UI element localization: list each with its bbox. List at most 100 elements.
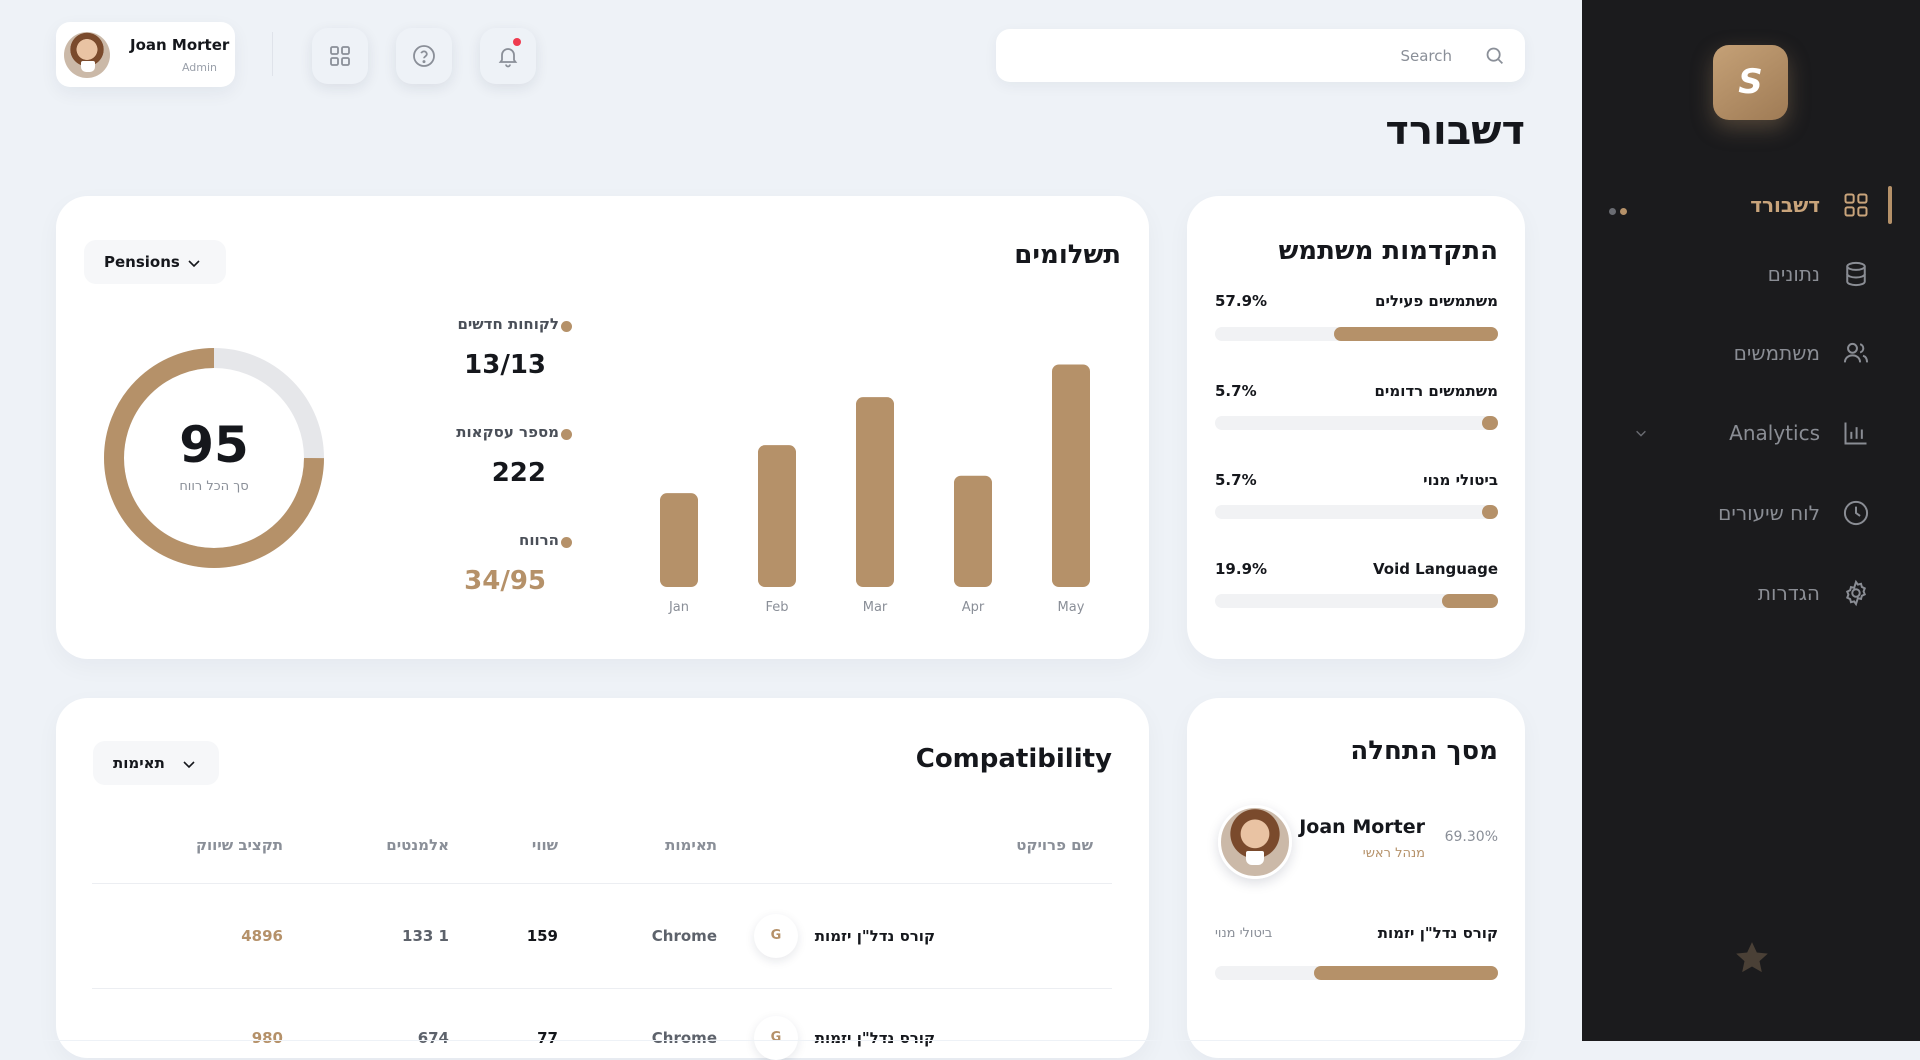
- cell-compat: Chrome: [651, 927, 717, 945]
- user-progress-card: התקדמות משתמש משתמשים פעילים 57.9% משתמש…: [1187, 196, 1525, 659]
- chart-bar-may[interactable]: [1052, 364, 1090, 587]
- progress-fill: [1481, 505, 1498, 519]
- chart-bar-mar[interactable]: [856, 397, 894, 587]
- progress-value: 5.7%: [1215, 382, 1257, 400]
- column-header[interactable]: תאימות: [665, 836, 717, 854]
- help-button[interactable]: [396, 28, 452, 84]
- stat-label: מספר עסקאות: [456, 423, 559, 441]
- progress-track: [1215, 505, 1498, 519]
- payments-card: תשלומים Pensions 95 סך הכל רווח לקוחות ח…: [56, 196, 1149, 659]
- course-label: קורס נדל"ן יזמות: [1377, 924, 1498, 942]
- user-name: Joan Morter: [1299, 816, 1425, 838]
- progress-value: 19.9%: [1215, 560, 1268, 578]
- notifications-button[interactable]: [480, 28, 536, 84]
- sidebar-item-data[interactable]: נתונים: [1582, 254, 1920, 294]
- progress-value: 57.9%: [1215, 292, 1268, 310]
- progress-track: [1215, 594, 1498, 608]
- progress-label: משתמשים רדומים: [1374, 382, 1498, 400]
- stat-value: 13/13: [464, 350, 546, 380]
- stat-dot: [561, 321, 572, 332]
- cell-project: קורס נדל"ן יזמות: [814, 927, 935, 945]
- card-title: Compatibility: [915, 744, 1112, 774]
- chart-bar-apr[interactable]: [954, 475, 992, 587]
- card-title: מסך התחלה: [1350, 736, 1498, 766]
- chevron-down-icon[interactable]: [1634, 426, 1648, 440]
- cell-worth: 159: [526, 927, 558, 945]
- sidebar-item-label: משתמשים: [1733, 341, 1820, 365]
- cell-worth: 77: [537, 1029, 558, 1047]
- table-divider: [92, 883, 1112, 884]
- sidebar-item-label: Analytics: [1729, 421, 1820, 445]
- progress-fill: [1441, 594, 1498, 608]
- apps-button[interactable]: [312, 28, 368, 84]
- progress-label: משתמשים פעילים: [1375, 292, 1498, 310]
- stat-dot: [561, 429, 572, 440]
- browser-badge: G: [754, 914, 798, 958]
- chevron-down-icon: [188, 260, 200, 268]
- sidebar-item-analytics[interactable]: Analytics: [1582, 413, 1920, 453]
- user-avatar: [64, 32, 110, 78]
- sidebar: S דשבורד נתונים משתמשים Analytics לוח שי…: [1582, 0, 1920, 1041]
- chart-bar-jan[interactable]: [660, 493, 698, 587]
- user-role: מנהל ראשי: [1362, 846, 1425, 861]
- user-name: Joan Morter: [130, 36, 230, 54]
- profit-donut: [104, 348, 324, 568]
- sidebar-item-users[interactable]: משתמשים: [1582, 333, 1920, 373]
- cell-elements: 674: [417, 1029, 449, 1047]
- progress-value: 5.7%: [1215, 471, 1257, 489]
- x-tick-label: Apr: [962, 600, 985, 615]
- sidebar-item-label: הגדרות: [1757, 581, 1820, 605]
- user-role: Admin: [181, 61, 217, 74]
- sidebar-item-settings[interactable]: הגדרות: [1582, 573, 1920, 613]
- search-bar[interactable]: [996, 29, 1525, 82]
- table-divider: [92, 988, 1112, 989]
- clock-icon: [1843, 500, 1869, 526]
- compatibility-card: Compatibility תאימות שם פרויקט תאימות שו…: [56, 698, 1149, 1060]
- database-icon: [1846, 261, 1866, 287]
- search-input[interactable]: [1016, 43, 1454, 69]
- donut-fill: [104, 348, 324, 568]
- x-tick-label: Mar: [863, 600, 888, 615]
- bar-chart-icon: [1844, 422, 1867, 445]
- stat-dot: [561, 537, 572, 548]
- card-title: תשלומים: [1014, 240, 1121, 270]
- progress-label: ביטולי מנוי: [1423, 471, 1498, 489]
- bell-icon: [498, 48, 518, 68]
- progress-track: [1215, 327, 1498, 341]
- sidebar-item-label: נתונים: [1767, 262, 1820, 286]
- x-tick-label: Jan: [668, 600, 689, 615]
- column-header[interactable]: שווי: [531, 836, 558, 854]
- progress-track: [1215, 416, 1498, 430]
- x-tick-label: Feb: [765, 600, 788, 615]
- user-avatar: [1218, 805, 1292, 879]
- column-header[interactable]: שם פרויקט: [1016, 836, 1093, 854]
- user-percent: 69.30%: [1444, 829, 1498, 845]
- stat-label: לקוחות חדשים: [457, 315, 559, 333]
- more-dots-icon[interactable]: [1609, 200, 1631, 219]
- cell-elements: 133 1: [402, 927, 449, 945]
- stat-label: הרווח: [519, 531, 559, 549]
- chart-bar-feb[interactable]: [758, 445, 796, 587]
- course-progress-fill: [1314, 966, 1498, 980]
- column-header[interactable]: תקציב שיווק: [195, 836, 283, 854]
- dropdown-label: Pensions: [104, 253, 180, 271]
- pensions-dropdown[interactable]: Pensions: [84, 240, 226, 284]
- divider: [272, 32, 273, 76]
- gear-icon: [1845, 579, 1867, 607]
- browser-badge: G: [754, 1016, 798, 1060]
- sidebar-item-schedule[interactable]: לוח שיעורים: [1582, 493, 1920, 533]
- app-logo[interactable]: S: [1713, 45, 1788, 120]
- grid-icon: [1844, 193, 1868, 217]
- search-icon[interactable]: [1484, 45, 1505, 66]
- sidebar-item-dashboard[interactable]: דשבורד: [1582, 185, 1920, 225]
- users-icon: [1843, 342, 1869, 363]
- notification-dot: [513, 38, 521, 46]
- favorites-star-icon[interactable]: [1732, 938, 1772, 978]
- grid-icon: [330, 46, 350, 66]
- compatibility-dropdown[interactable]: תאימות: [93, 741, 219, 785]
- donut-caption: סך הכל רווח: [179, 479, 249, 494]
- column-header[interactable]: אלמנטים: [386, 836, 449, 854]
- profile-chip[interactable]: Joan Morter Admin: [56, 22, 235, 87]
- sidebar-item-label: לוח שיעורים: [1718, 501, 1820, 525]
- active-nav-indicator: [1888, 186, 1892, 224]
